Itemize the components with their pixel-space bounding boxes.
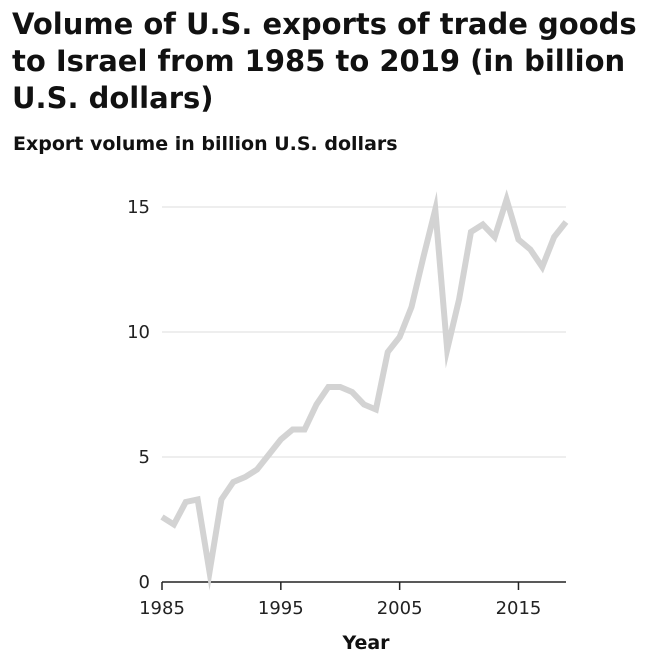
x-tick-label-1995: 1995 [258, 598, 304, 619]
y-tick-label-0: 0 [139, 572, 150, 593]
x-tick-label-2015: 2015 [496, 598, 542, 619]
y-axis-label: Export volume in billion U.S. dollars [13, 133, 398, 155]
chart-title: Volume of U.S. exports of trade goods to… [12, 7, 637, 115]
y-tick-label-15: 15 [127, 197, 150, 218]
x-tick-label-2005: 2005 [377, 598, 423, 619]
y-tick-label-5: 5 [139, 447, 150, 468]
x-tick-label-1985: 1985 [139, 598, 185, 619]
x-axis-label: Year [342, 632, 390, 654]
y-tick-label-10: 10 [127, 322, 150, 343]
series-line-0 [160, 189, 569, 591]
